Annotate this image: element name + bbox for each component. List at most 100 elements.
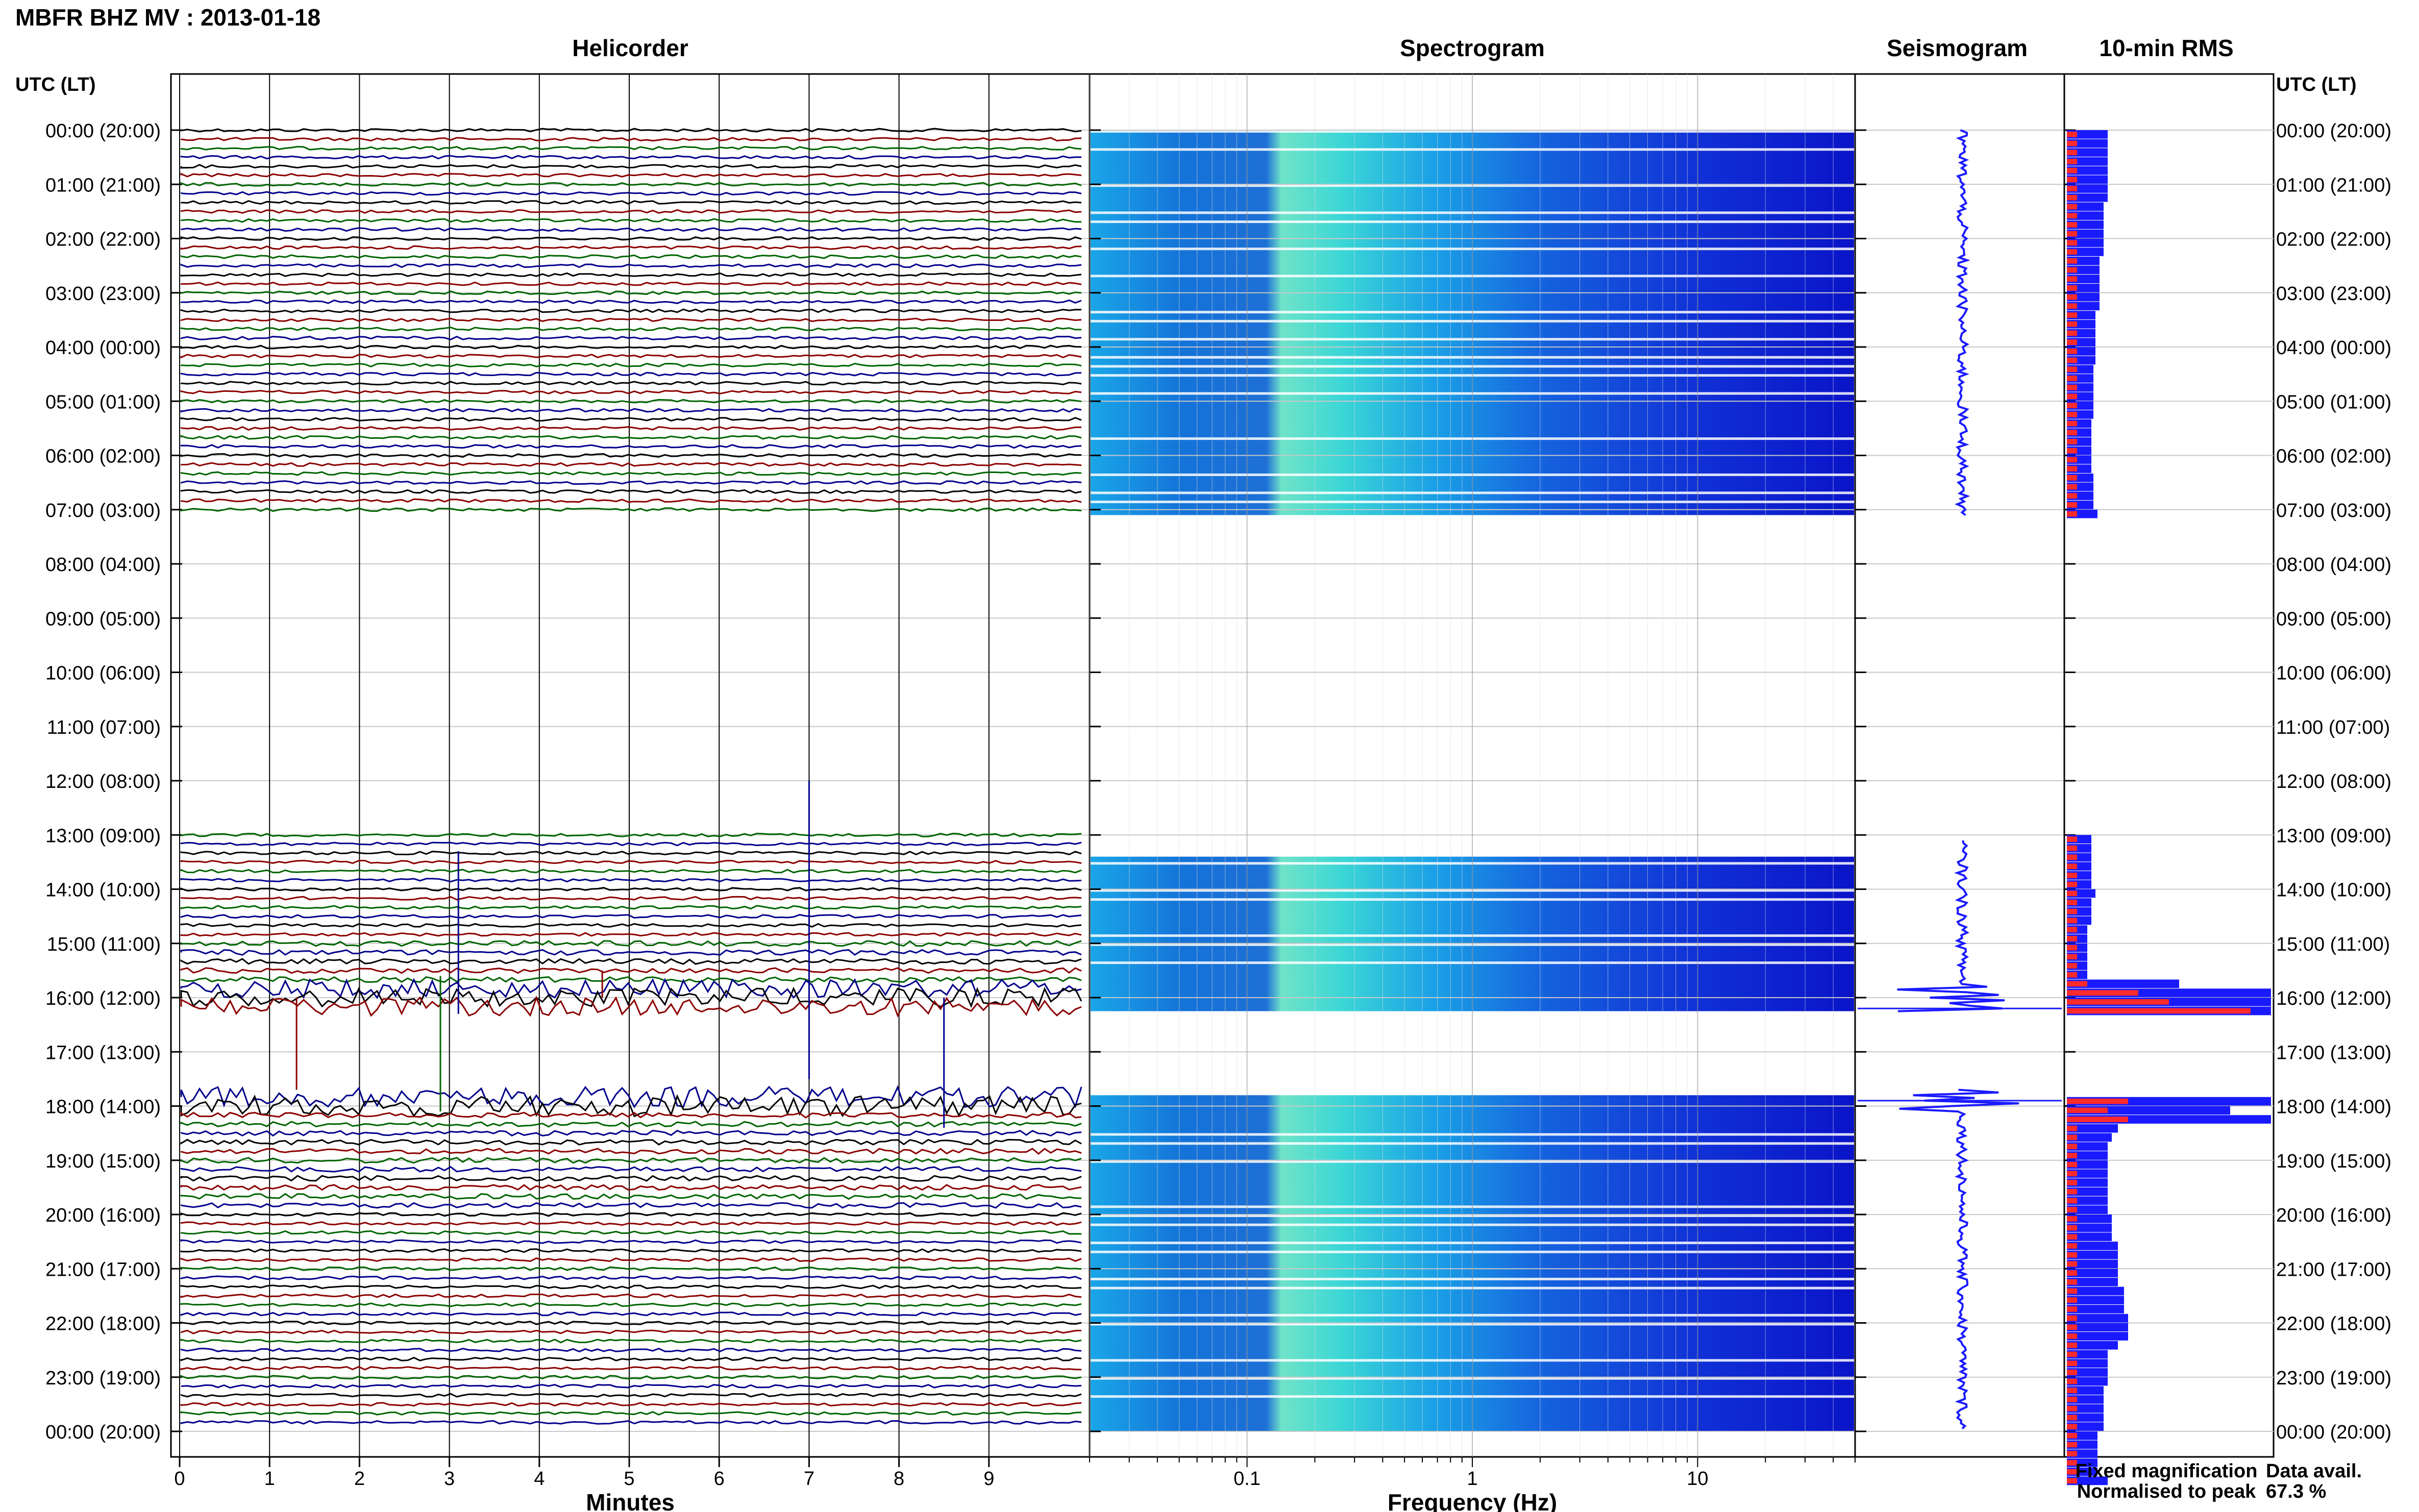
helicorder-trace [180,1094,1082,1118]
helicorder-trace [180,1184,1082,1191]
helicorder-trace [180,1266,1082,1271]
helicorder-trace [180,851,1082,856]
rms-bar-normalised [2067,213,2077,219]
helicorder-x-tick-label: 8 [894,1468,904,1490]
y-tick-label: 21:00 (17:00) [2276,1259,2391,1280]
helicorder-x-tick-label: 2 [354,1468,365,1490]
helicorder-trace [180,1320,1082,1326]
helicorder-trace [181,1383,1082,1389]
helicorder-trace [180,1275,1082,1280]
rms-bar-normalised [2067,204,2077,210]
helicorder-trace [180,1111,1082,1119]
rms-bar-normalised [2067,1198,2077,1204]
rms-bar-normalised [2067,1161,2077,1168]
y-tick-label: 07:00 (03:00) [45,500,161,522]
helicorder-trace [180,281,1082,286]
helicorder-trace [180,932,1082,937]
y-tick-label: 22:00 (18:00) [45,1313,161,1335]
helicorder-trace [180,914,1082,919]
y-tick-label: 00:00 (20:00) [2276,120,2391,142]
rms-bar-normalised [2067,1324,2077,1330]
y-tick-label: 17:00 (13:00) [2276,1042,2391,1063]
helicorder-trace [180,896,1082,901]
data-availability-label: Data avail. [2266,1460,2362,1482]
helicorder-panel [170,73,1091,1458]
helicorder-trace [180,1339,1082,1344]
rms-bar-normalised [2067,411,2077,417]
y-tick-label: 21:00 (17:00) [45,1259,161,1280]
rms-bar-normalised [2067,1360,2077,1367]
y-tick-label: 15:00 (11:00) [47,934,161,955]
rms-bar-normalised [2067,900,2077,905]
legend-fixed-magnification: Fixed magnification [2076,1460,2258,1482]
helicorder-trace [180,272,1082,277]
helicorder-trace [180,1329,1082,1334]
helicorder-trace [180,137,1082,142]
y-tick-label: 01:00 (21:00) [2276,175,2391,196]
helicorder-trace [180,1221,1082,1226]
rms-bar-normalised [2067,863,2077,870]
helicorder-trace [180,1402,1082,1407]
rms-panel [2063,73,2275,1485]
helicorder-trace [180,1230,1082,1235]
rms-bar-normalised [2067,403,2077,408]
y-tick-label: 12:00 (08:00) [45,771,161,792]
rms-bar-normalised [2067,1397,2077,1402]
rms-bar-normalised [2067,945,2077,951]
rms-bar-normalised [2067,1333,2077,1339]
y-tick-label: 05:00 (01:00) [2276,391,2391,413]
rms-bar-normalised [2067,1469,2077,1475]
helicorder-trace [180,832,1082,837]
rms-bar-normalised [2067,1297,2077,1303]
helicorder-x-tick-label: 0 [174,1468,185,1490]
helicorder-trace [180,354,1082,359]
rms-bar-normalised [2067,140,2077,146]
rms-bar-normalised [2067,493,2077,499]
helicorder-trace [180,389,1082,394]
rms-bar-fixed [2067,1296,2124,1305]
rms-bar-fixed [2067,1232,2112,1242]
helicorder-trace [180,227,1082,232]
rms-bar-normalised [2067,159,2077,164]
spectrogram-panel [1089,73,1856,1458]
rms-bar-normalised [2067,1270,2077,1276]
rms-bar-normalised [2067,890,2077,897]
helicorder-trace [180,308,1082,313]
rms-bar-normalised [2067,1261,2077,1267]
helicorder-trace [180,1193,1082,1200]
y-tick-label: 14:00 (10:00) [45,880,161,901]
helicorder-x-tick-label: 5 [624,1468,634,1490]
rms-bar-normalised [2067,936,2077,941]
y-tick-label: 02:00 (22:00) [2276,229,2391,251]
rms-bar-fixed [2067,1269,2118,1277]
y-tick-label: 00:00 (20:00) [2276,1422,2391,1443]
y-tick-label: 08:00 (04:00) [2276,554,2391,576]
rms-bar-normalised [2067,1008,2251,1014]
helicorder-trace [180,1202,1082,1209]
helicorder-x-tick-label: 4 [534,1468,545,1490]
y-tick-label: 03:00 (23:00) [45,283,161,305]
y-tick-label: 08:00 (04:00) [45,554,161,576]
y-tick-label: 04:00 (00:00) [2276,337,2391,359]
rms-bar-normalised [2067,222,2077,228]
helicorder-trace [180,1085,1082,1109]
rms-bar-normalised [2067,990,2138,996]
y-tick-label: 11:00 (07:00) [2276,717,2390,738]
seismogram-trace-segment [1899,1088,2019,1430]
rms-bar-normalised [2067,285,2077,291]
y-tick-label: 09:00 (05:00) [45,608,161,630]
y-tick-label: 13:00 (09:00) [45,825,161,847]
rms-bar-fixed [2067,1242,2118,1250]
helicorder-trace [180,1166,1082,1173]
rms-bar-fixed [2067,1259,2118,1269]
y-tick-label: 09:00 (05:00) [2276,608,2391,630]
helicorder-trace [180,155,1082,160]
rms-bar-normalised [2067,1117,2128,1122]
helicorder-trace [180,218,1082,223]
seismogram-title: Seismogram [1887,35,2028,61]
y-axis-label-right: UTC (LT) [2276,74,2357,95]
rms-bar-fixed [2067,1124,2118,1133]
helicorder-trace [180,172,1082,178]
y-tick-label: 10:00 (06:00) [45,663,161,684]
rms-bar-normalised [2067,448,2077,454]
